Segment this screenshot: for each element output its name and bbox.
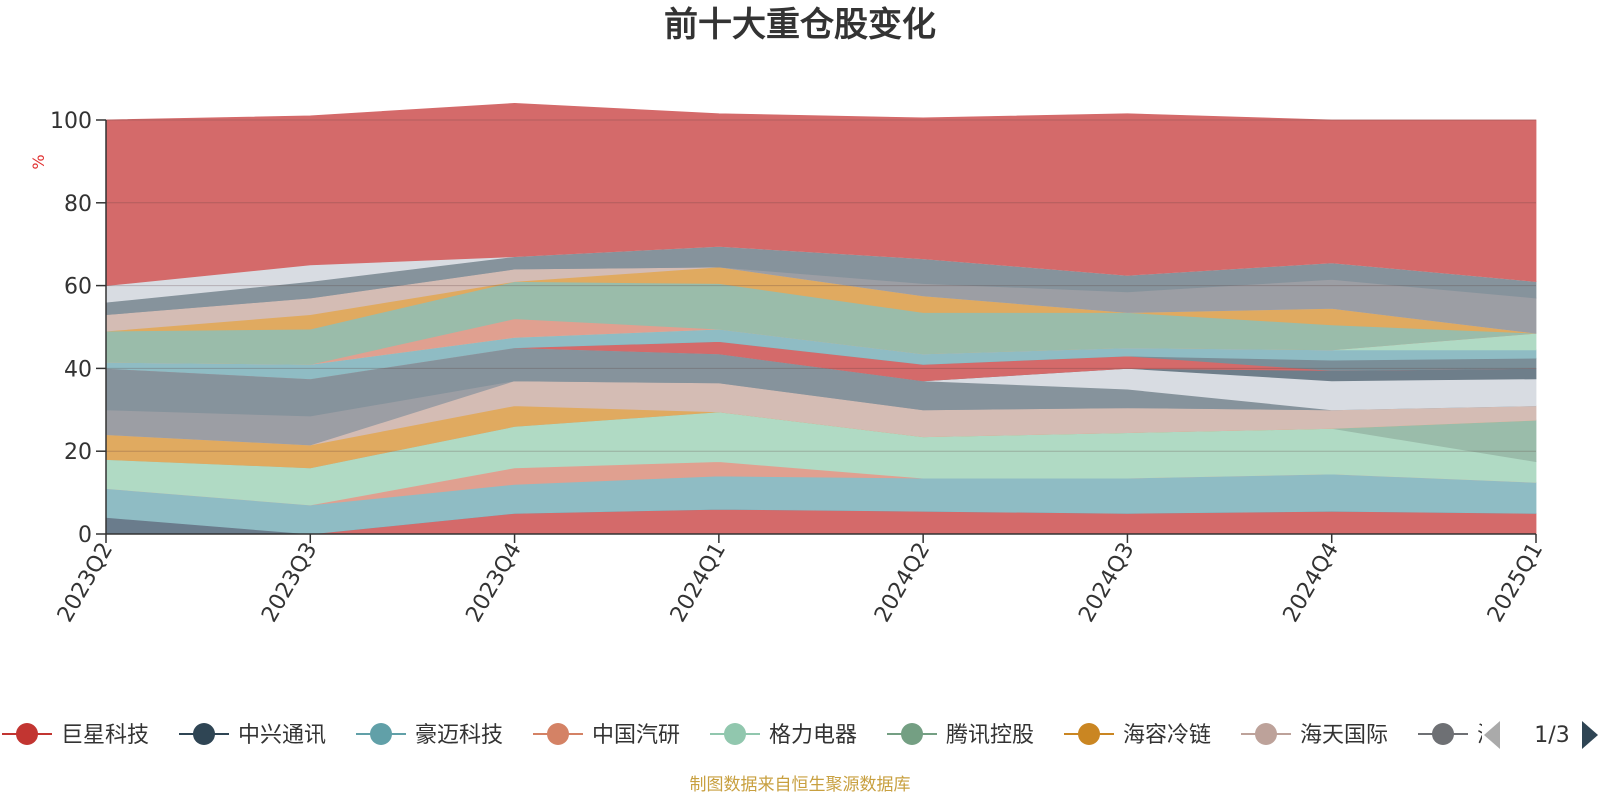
- x-tick-label: 2025Q1: [1483, 539, 1548, 627]
- y-tick-label: 20: [64, 440, 92, 465]
- x-tick-label: 2023Q2: [53, 539, 118, 627]
- legend-prev-page-icon[interactable]: [1484, 721, 1500, 749]
- legend-circle-icon: [724, 723, 746, 745]
- y-tick-label: 0: [78, 523, 92, 548]
- y-tick-label: 40: [64, 357, 92, 382]
- area-series-24: [105, 102, 1537, 287]
- legend-label: 海: [1477, 723, 1499, 748]
- x-tick-label: 2023Q4: [461, 539, 526, 627]
- legend[interactable]: 巨星科技 中兴通讯 豪迈科技 中国汽研 格力电器 腾讯控股 海容冷链 海天国际 海 1/3: [2, 721, 1598, 749]
- legend-circle-icon: [370, 723, 392, 745]
- x-tick-label: 2024Q4: [1279, 539, 1344, 627]
- legend-item[interactable]: 海天国际: [1241, 723, 1388, 748]
- legend-circle-icon: [1078, 723, 1100, 745]
- x-tick-label: 2024Q1: [666, 539, 731, 627]
- legend-circle-icon: [193, 723, 215, 745]
- x-tick-label: 2024Q3: [1074, 539, 1139, 627]
- legend-item[interactable]: 腾讯控股: [887, 723, 1034, 748]
- legend-label: 中兴通讯: [238, 723, 326, 748]
- grid-lines: [106, 119, 1536, 452]
- legend-item[interactable]: 格力电器: [710, 723, 857, 748]
- legend-label: 中国汽研: [592, 723, 680, 748]
- data-source-note: 制图数据来自恒生聚源数据库: [690, 775, 911, 795]
- legend-item[interactable]: 中国汽研: [533, 723, 680, 748]
- y-tick-label: 60: [64, 275, 92, 300]
- chart-title: 前十大重仓股变化: [664, 5, 936, 45]
- legend-circle-icon: [1255, 723, 1277, 745]
- area-series-group: [105, 102, 1537, 535]
- legend-item[interactable]: 海容冷链: [1064, 723, 1211, 748]
- x-tick-label: 2023Q3: [257, 539, 322, 627]
- legend-label: 格力电器: [769, 723, 857, 748]
- legend-circle-icon: [547, 723, 569, 745]
- legend-next-page-icon[interactable]: [1582, 721, 1598, 749]
- y-axis-label: %: [29, 154, 48, 169]
- legend-item[interactable]: 中兴通讯: [179, 723, 326, 748]
- legend-item[interactable]: 豪迈科技: [356, 723, 503, 748]
- legend-item[interactable]: 巨星科技: [2, 723, 149, 748]
- legend-item[interactable]: 海: [1418, 723, 1499, 748]
- legend-page-indicator: 1/3: [1534, 723, 1569, 748]
- legend-circle-icon: [1432, 723, 1454, 745]
- legend-label: 腾讯控股: [946, 723, 1034, 748]
- legend-circle-icon: [901, 723, 923, 745]
- legend-label: 豪迈科技: [415, 723, 503, 748]
- legend-circle-icon: [16, 723, 38, 745]
- x-tick-label: 2024Q2: [870, 539, 935, 627]
- y-tick-label: 100: [50, 109, 92, 134]
- legend-label: 巨星科技: [61, 723, 149, 748]
- y-tick-label: 80: [64, 192, 92, 217]
- legend-items: 巨星科技 中兴通讯 豪迈科技 中国汽研 格力电器 腾讯控股 海容冷链 海天国际 海: [2, 723, 1499, 748]
- legend-label: 海天国际: [1300, 723, 1388, 748]
- legend-label: 海容冷链: [1123, 723, 1211, 748]
